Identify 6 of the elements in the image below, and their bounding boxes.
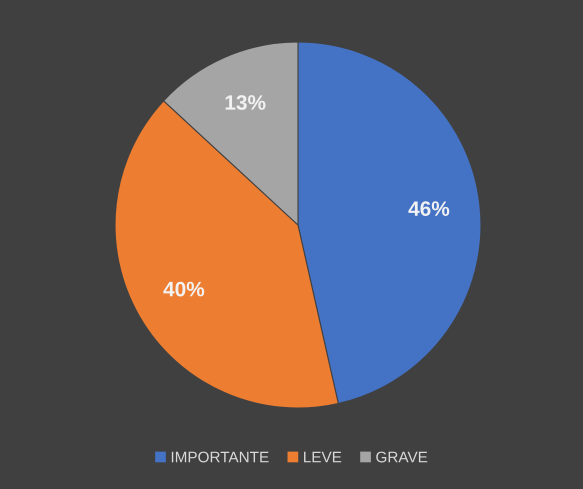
- legend-label: IMPORTANTE: [172, 452, 269, 462]
- data-label: 13%: [226, 95, 266, 110]
- legend-label: GRAVE: [376, 452, 428, 462]
- legend-label: LEVE: [304, 452, 342, 462]
- data-label: 46%: [408, 201, 450, 216]
- data-label: 40%: [163, 282, 204, 296]
